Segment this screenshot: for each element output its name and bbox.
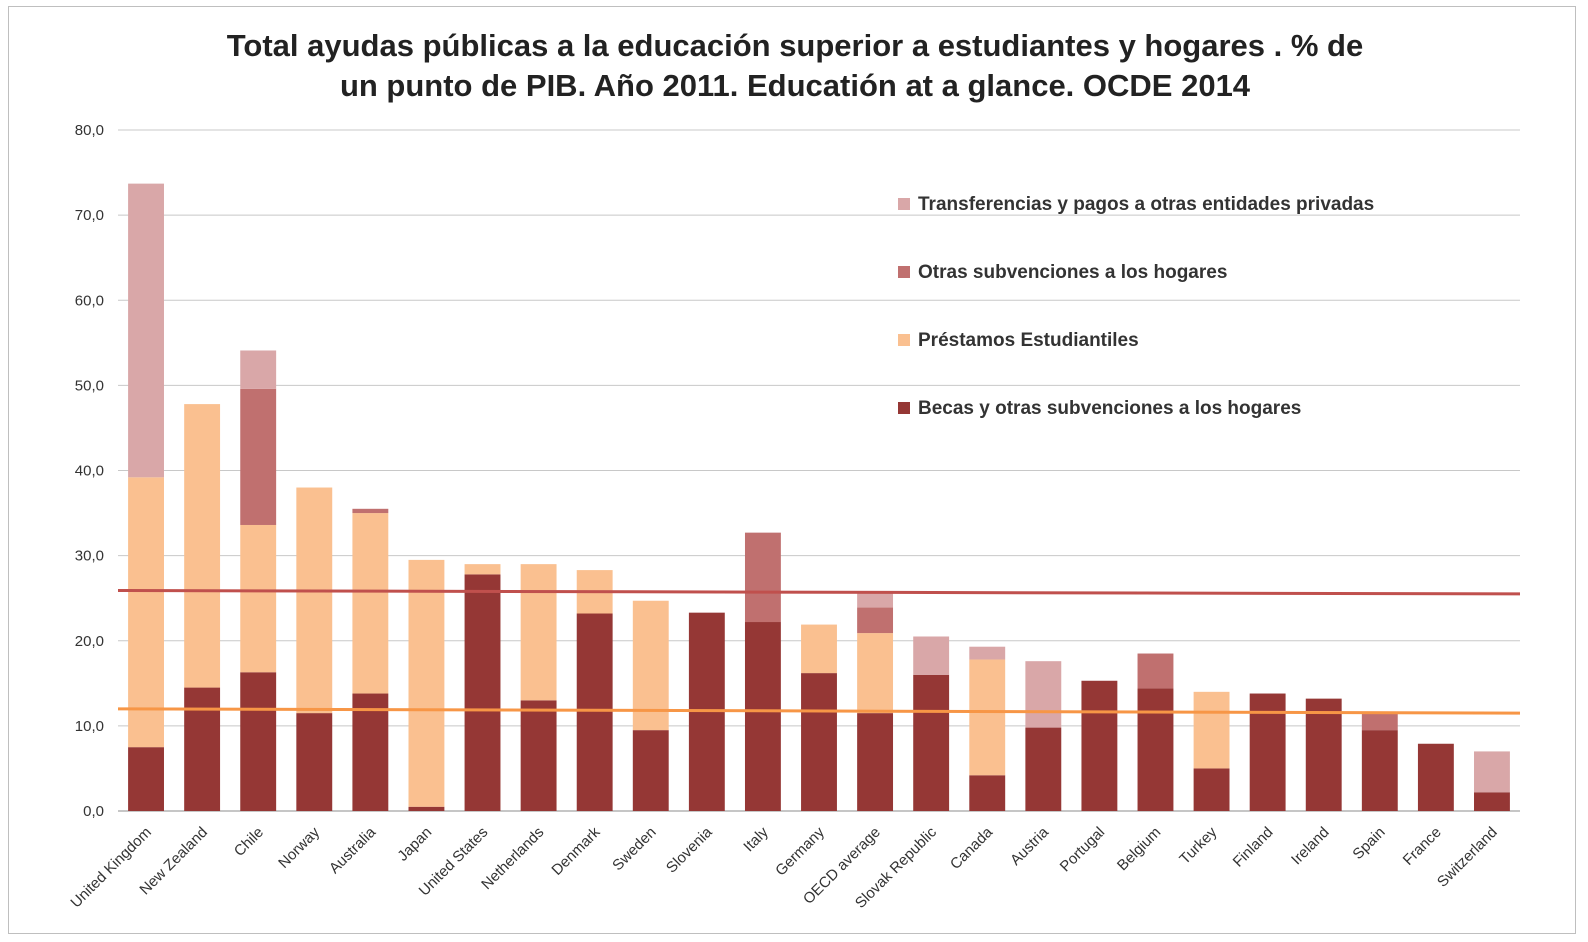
x-tick-label: Switzerland <box>1434 824 1501 891</box>
bar-segment <box>576 613 613 811</box>
y-axis: 0,0 10,0 20,0 30,0 40,0 50,0 60,0 70,0 80,0 <box>75 122 104 820</box>
x-tick-label: Sweden <box>609 824 659 874</box>
bar-segment <box>1474 792 1510 811</box>
bar-segment <box>969 646 1006 660</box>
bar-segment <box>969 775 1006 811</box>
reference-line <box>117 707 1521 715</box>
legend-swatch <box>898 334 910 346</box>
x-tick-label: France <box>1400 824 1445 869</box>
x-tick-label: Denmark <box>548 823 603 878</box>
bar-segment <box>184 687 221 811</box>
x-tick-label: Japan <box>394 824 435 865</box>
chart-title-line-1: Total ayudas públicas a la educación sup… <box>227 28 1363 63</box>
bar-segment <box>296 713 333 811</box>
bar-segment <box>857 607 894 634</box>
bar-segment <box>913 674 950 811</box>
x-tick-label: Chile <box>231 824 267 860</box>
bar-segment <box>632 730 669 811</box>
bar-segment <box>520 700 557 811</box>
x-tick-label: Canada <box>947 823 997 873</box>
y-tick-label: 20,0 <box>75 633 104 650</box>
bar-segment <box>744 622 781 811</box>
x-tick-label: Spain <box>1349 824 1388 863</box>
bar-segment <box>857 592 894 608</box>
bar-segment <box>1025 661 1062 728</box>
bar-segment <box>1417 743 1454 811</box>
y-tick-label: 30,0 <box>75 548 104 565</box>
y-tick-label: 70,0 <box>75 207 104 224</box>
bar-segment <box>1137 688 1174 811</box>
grid-lines <box>118 129 1520 812</box>
legend-label: Préstamos Estudiantiles <box>918 330 1139 351</box>
y-tick-label: 10,0 <box>75 718 104 735</box>
bar-segment <box>408 559 445 807</box>
bar-segment <box>240 388 277 525</box>
bar-segment <box>408 806 445 811</box>
chart-title-line-2: un punto de PIB. Año 2011. Educatión at … <box>340 68 1251 103</box>
x-tick-label: Australia <box>326 823 380 877</box>
bar-segment <box>1361 730 1398 811</box>
bar-segment <box>1025 727 1062 811</box>
legend-label: Otras subvenciones a los hogares <box>918 262 1227 283</box>
legend-swatch <box>898 266 910 278</box>
legend-label: Transferencias y pagos a otras entidades… <box>918 194 1374 215</box>
y-tick-label: 0,0 <box>83 803 104 820</box>
x-tick-label: Norway <box>275 823 323 871</box>
bar-segment <box>1193 691 1230 769</box>
bar-segment <box>128 747 164 811</box>
x-tick-label: Ireland <box>1288 824 1332 868</box>
bar-segment <box>801 624 837 674</box>
bar-segment <box>240 672 277 811</box>
bar-segment <box>744 532 781 623</box>
x-tick-label: Slovenia <box>663 823 716 876</box>
bar-segment <box>352 693 389 811</box>
y-tick-label: 50,0 <box>75 377 104 394</box>
bar-segment <box>240 524 277 673</box>
bar-segment <box>240 350 277 389</box>
bar-segment <box>464 564 501 575</box>
bar-segment <box>1081 680 1118 811</box>
x-tick-label: Austria <box>1007 823 1052 868</box>
bar-segment <box>1305 698 1342 811</box>
reference-lines <box>117 589 1521 715</box>
y-tick-label: 40,0 <box>75 463 104 480</box>
legend-label: Becas y otras subvenciones a los hogares <box>918 398 1301 419</box>
bar-segment <box>1193 768 1230 811</box>
y-tick-label: 80,0 <box>75 122 104 139</box>
x-tick-label: Portugal <box>1057 824 1109 876</box>
x-tick-label: Germany <box>772 823 828 879</box>
legend-swatch <box>898 402 910 414</box>
bar-segment <box>969 659 1006 776</box>
bar-segment <box>464 574 501 811</box>
bar-segment <box>632 600 669 731</box>
bars <box>128 183 1510 811</box>
x-tick-label: United Kingdom <box>67 824 154 911</box>
x-tick-label: Turkey <box>1176 823 1220 867</box>
bar-segment <box>1474 751 1510 793</box>
legend: Transferencias y pagos a otras entidades… <box>898 194 1374 419</box>
bar-segment <box>184 404 221 688</box>
bar-segment <box>1361 713 1398 731</box>
bar-segment <box>1137 653 1174 689</box>
bar-segment <box>352 508 389 514</box>
bar-segment <box>801 673 837 811</box>
bar-segment <box>128 183 164 478</box>
y-tick-label: 60,0 <box>75 292 104 309</box>
x-tick-label: Finland <box>1230 824 1277 871</box>
bar-segment <box>352 513 389 694</box>
x-tick-label: Belgium <box>1114 824 1164 874</box>
bar-segment <box>857 633 894 714</box>
reference-line <box>117 589 1521 596</box>
bar-segment <box>128 477 164 748</box>
bar-segment <box>913 636 950 675</box>
bar-segment <box>857 713 894 811</box>
bar-segment <box>296 487 333 714</box>
x-tick-label: Italy <box>740 823 772 855</box>
legend-swatch <box>898 198 910 210</box>
bar-segment <box>520 564 557 701</box>
